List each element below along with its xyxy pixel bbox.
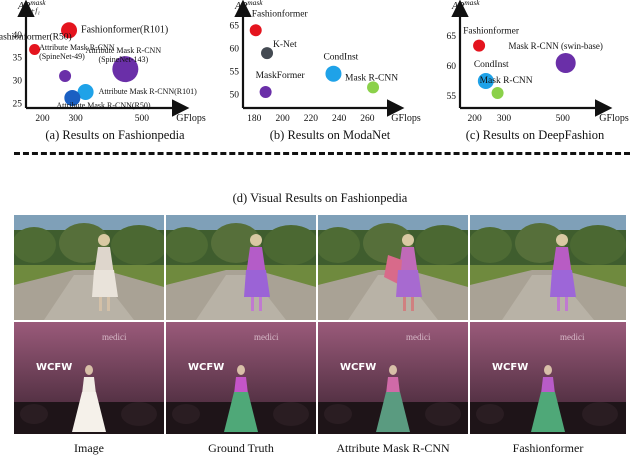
svg-text:WCFW: WCFW (36, 362, 72, 373)
data-point-label: Attribute Mask R-CNN (SpineNet-143) (86, 46, 162, 64)
data-point (261, 47, 274, 60)
data-point (491, 87, 504, 99)
y-tick-label: 50 (230, 90, 240, 100)
x-tick-label: 200 (35, 114, 50, 124)
x-tick-label: 200 (468, 114, 483, 124)
y-tick-label: 35 (13, 54, 23, 64)
column-label-fashionformer: Fashionformer (512, 441, 584, 455)
caption-b: (b) Results on ModaNet (269, 128, 391, 142)
column-label-attribute-mask-rcnn: Attribute Mask R-CNN (336, 441, 450, 455)
caption-a: (a) Results on Fashionpedia (45, 128, 185, 142)
data-point (367, 81, 380, 94)
divider-dashed (14, 152, 630, 155)
data-point (61, 22, 78, 39)
data-point (555, 53, 576, 73)
data-point-label: CondInst (474, 60, 509, 70)
image-runway-attribute-mask-rcnn: WCFW medici (318, 322, 468, 434)
data-point (29, 43, 41, 55)
data-point-label: Mask R-CNN (480, 76, 533, 86)
data-point (77, 84, 94, 100)
y-tick-label: 60 (230, 45, 240, 55)
data-point-label: Mask R-CNN (swin-base) (508, 41, 603, 51)
x-tick-label: 300 (69, 114, 84, 124)
data-point (259, 86, 272, 98)
x-tick-label: 200 (275, 114, 290, 124)
image-runway-ground-truth: WCFW medici (166, 322, 316, 434)
data-point-label: Fashionformer (463, 26, 520, 37)
data-point-label: Fashionformer(R50) (0, 31, 72, 42)
data-point (325, 65, 342, 82)
y-tick-label: 60 (447, 62, 457, 72)
image-runway-original: WCFW medici (14, 322, 164, 434)
data-point-label: Mask R-CNN (345, 73, 398, 83)
x-axis-label: GFlops (391, 113, 421, 124)
svg-text:WCFW: WCFW (492, 362, 528, 373)
image-runway-fashionformer: WCFW medici (470, 322, 626, 434)
data-point (477, 73, 494, 89)
svg-text:medici: medici (406, 332, 431, 342)
data-point (59, 70, 72, 82)
data-point-label: CondInst (323, 53, 358, 63)
image-park-ground-truth (166, 215, 316, 320)
svg-text:WCFW: WCFW (188, 362, 224, 373)
y-axis-label: APmask iou (451, 0, 480, 15)
data-point-label: Attribute Mask R-CNN(R50) (56, 101, 151, 110)
data-point (112, 56, 139, 83)
x-tick-label: 240 (332, 114, 347, 124)
y-tick-label: 30 (13, 77, 23, 87)
panel-b: APmask iou GFlops 180 200 220 240 260 50 55 60 65 Fa… (215, 0, 430, 150)
data-point (249, 24, 262, 37)
column-label-image: Image (74, 441, 104, 455)
x-tick-label: 500 (556, 114, 571, 124)
panel-a: APmask iou+f₁ GFlops 200 300 500 25 30 35 40 Fashi… (0, 0, 215, 150)
data-point-label: Attribute Mask R-CNN(R101) (99, 87, 198, 96)
image-park-original (14, 215, 164, 320)
svg-text:medici: medici (254, 332, 279, 342)
image-park-attribute-mask-rcnn (318, 215, 468, 320)
x-tick-label: 180 (247, 114, 261, 124)
x-tick-label: 500 (135, 114, 150, 124)
y-tick-label: 55 (447, 92, 457, 102)
data-point-label: Fashionformer(R101) (81, 24, 168, 35)
data-point-label: Fashionformer (252, 8, 309, 19)
x-tick-label: 260 (360, 114, 375, 124)
y-axis-label: APmask iou (234, 0, 263, 15)
y-tick-label: 25 (13, 99, 23, 109)
chart-deepfashion: APmask iou GFlops 200 300 500 55 60 65 Fashionfor… (447, 0, 629, 124)
image-park-fashionformer (470, 215, 626, 320)
svg-text:medici: medici (560, 332, 585, 342)
column-label-ground-truth: Ground Truth (208, 441, 274, 455)
x-axis-label: GFlops (176, 113, 206, 124)
x-tick-label: 300 (497, 114, 512, 124)
svg-text:WCFW: WCFW (340, 362, 376, 373)
y-tick-label: 65 (230, 22, 240, 32)
y-tick-label: 65 (447, 32, 457, 42)
panel-c: APmask iou GFlops 200 300 500 55 60 65 Fashionfor… (430, 0, 640, 150)
caption-c: (c) Results on DeepFashion (465, 128, 605, 142)
y-tick-label: 40 (13, 31, 23, 41)
data-point (64, 89, 81, 106)
y-axis-label: APmask iou+f₁ (17, 0, 46, 15)
svg-text:medici: medici (102, 332, 127, 342)
chart-modanet: APmask iou GFlops 180 200 220 240 260 50 55 60 65 Fa… (230, 0, 421, 124)
data-point-label: K-Net (273, 40, 297, 50)
visual-results-title: (d) Visual Results on Fashionpedia (232, 191, 408, 205)
data-point-label: Attribute Mask R-CNN (SpineNet-49) (39, 43, 115, 61)
y-tick-label: 55 (230, 67, 240, 77)
data-point (473, 39, 486, 52)
x-axis-label: GFlops (599, 113, 629, 124)
data-point-label: MaskFormer (256, 71, 306, 81)
x-tick-label: 220 (304, 114, 319, 124)
